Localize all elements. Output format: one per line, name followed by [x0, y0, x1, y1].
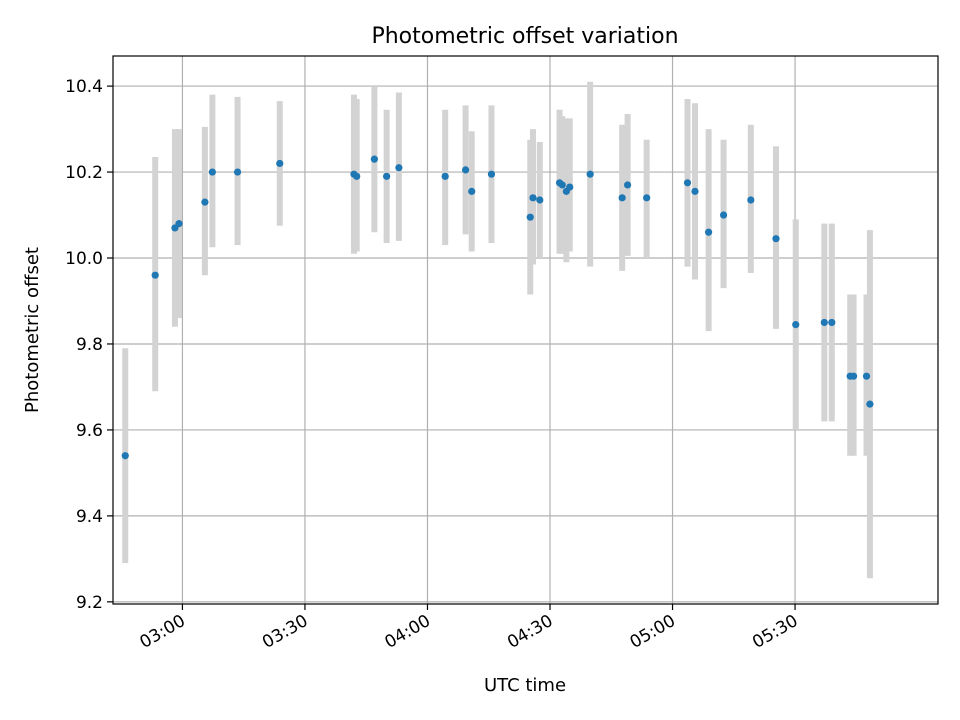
data-point — [529, 194, 537, 202]
data-point — [566, 183, 574, 191]
data-point — [792, 321, 800, 329]
axes-frame — [112, 55, 939, 605]
y-tick-label: 9.8 — [76, 335, 103, 355]
data-point — [468, 187, 476, 195]
data-point — [233, 168, 242, 176]
data-point — [772, 235, 780, 243]
x-tick-label: 05:00 — [627, 611, 679, 653]
chart-title: Photometric offset variation — [371, 24, 678, 49]
data-point — [201, 198, 209, 206]
data-point — [866, 400, 874, 408]
data-point — [370, 155, 378, 163]
y-tick-label: 10.2 — [65, 163, 103, 183]
data-point — [121, 452, 129, 460]
data-point — [383, 172, 391, 180]
y-tick-label: 9.6 — [76, 421, 103, 441]
data-point — [487, 170, 496, 178]
data-point — [747, 196, 755, 204]
x-tick-label: 05:30 — [749, 611, 801, 653]
data-point — [395, 164, 403, 172]
y-tick-label: 10.0 — [65, 249, 103, 269]
error-bars — [122, 81, 873, 579]
data-point — [175, 220, 183, 228]
y-axis-label: Photometric offset — [22, 247, 43, 413]
data-point — [353, 172, 361, 180]
x-axis-label: UTC time — [484, 675, 566, 696]
data-point — [151, 271, 159, 279]
data-point — [849, 372, 858, 380]
data-point — [828, 318, 836, 327]
data-point — [558, 181, 566, 189]
data-point — [208, 168, 216, 176]
data-point — [705, 228, 713, 236]
y-tick-label: 9.2 — [76, 593, 103, 613]
x-tick-label: 03:00 — [136, 611, 188, 653]
data-point — [618, 194, 626, 202]
data-point — [643, 194, 651, 202]
data-point — [461, 166, 470, 174]
data-point — [526, 213, 534, 221]
y-tick-label: 9.4 — [76, 507, 103, 527]
y-tick-label: 10.4 — [65, 77, 103, 97]
data-point — [441, 172, 449, 180]
data-point — [719, 211, 728, 219]
x-tick-label: 03:30 — [259, 611, 311, 653]
data-point — [820, 318, 828, 327]
data-point — [586, 170, 594, 178]
data-point — [683, 179, 692, 187]
data-points — [121, 155, 874, 460]
data-point — [691, 187, 699, 195]
data-point — [276, 159, 284, 168]
data-point — [536, 196, 544, 204]
data-point — [624, 181, 632, 189]
data-point — [862, 372, 871, 380]
x-tick-label: 04:00 — [382, 611, 434, 653]
x-tick-label: 04:30 — [504, 611, 556, 653]
